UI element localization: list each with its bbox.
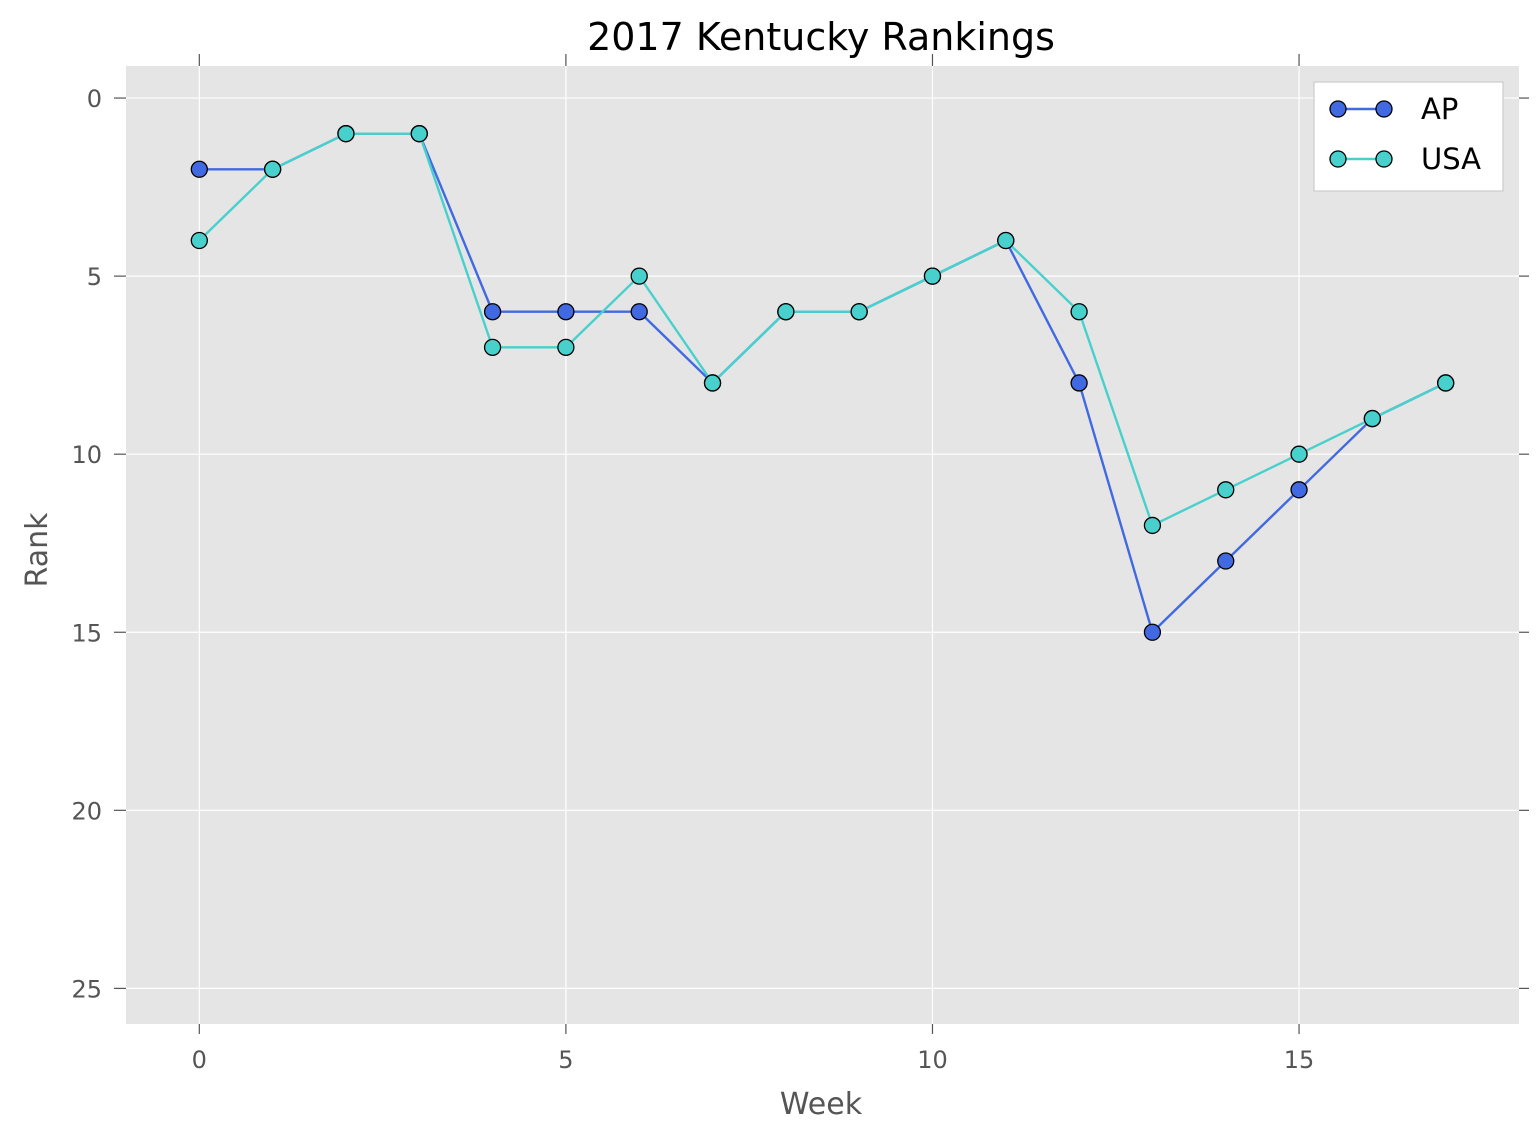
data-point-usa: [997, 231, 1015, 250]
legend-marker: [1329, 100, 1347, 118]
data-point-usa: [850, 303, 868, 321]
y-tick-label: 0: [87, 85, 102, 113]
x-tick-label: 10: [917, 1046, 948, 1074]
legend-item-usa: USA: [1329, 142, 1481, 176]
data-point-usa: [1217, 481, 1235, 499]
x-tick-label: 5: [558, 1046, 573, 1074]
legend-marker: [1329, 150, 1347, 168]
data-point-usa: [1143, 516, 1162, 535]
data-point-usa: [1070, 303, 1088, 321]
chart-title: 2017 Kentucky Rankings: [587, 15, 1055, 59]
legend-marker: [1375, 100, 1393, 118]
data-point-ap: [1143, 623, 1162, 641]
data-point-ap: [190, 160, 208, 178]
legend: AP USA: [1313, 81, 1504, 192]
legend-label: USA: [1421, 142, 1481, 176]
data-point-usa: [557, 338, 575, 356]
data-point-ap: [557, 303, 575, 321]
y-tick-label: 25: [71, 975, 102, 1003]
data-point-usa: [703, 374, 722, 392]
plot-background: [126, 66, 1519, 1024]
data-point-usa: [190, 231, 208, 250]
data-point-ap: [630, 303, 648, 321]
data-point-ap: [1217, 552, 1235, 570]
y-tick-label: 10: [71, 441, 102, 469]
y-tick-label: 15: [71, 619, 102, 647]
data-point-usa: [1437, 374, 1455, 392]
axis-ticks: [114, 54, 1529, 1034]
data-point-usa: [1290, 445, 1308, 463]
x-tick-label: 15: [1284, 1046, 1315, 1074]
data-point-usa: [263, 160, 282, 178]
data-point-ap: [1290, 481, 1308, 499]
data-point-usa: [923, 267, 942, 285]
series-layer: [190, 125, 1455, 641]
legend-box: [1313, 81, 1504, 192]
data-point-usa: [337, 125, 355, 143]
data-point-ap: [483, 303, 502, 321]
legend-label: AP: [1421, 92, 1458, 126]
tick-labels: 0 5 10 15 0 5 10 15 20 25: [71, 85, 1314, 1074]
x-axis-label: Week: [780, 1087, 863, 1122]
y-tick-label: 5: [87, 263, 102, 291]
x-tick-label: 0: [192, 1046, 207, 1074]
data-point-usa: [777, 303, 795, 321]
data-point-usa: [630, 267, 648, 285]
data-point-usa: [1363, 409, 1382, 428]
data-point-ap: [1070, 374, 1088, 392]
series-line-usa: [198, 132, 1447, 527]
data-point-usa: [483, 338, 502, 356]
legend-item-ap: AP: [1329, 92, 1458, 126]
y-tick-label: 20: [71, 797, 102, 825]
legend-marker: [1375, 150, 1393, 168]
grid-lines: [126, 66, 1519, 1024]
series-usa: [190, 125, 1455, 535]
y-axis-label: Rank: [20, 512, 55, 588]
data-point-usa: [410, 125, 428, 143]
